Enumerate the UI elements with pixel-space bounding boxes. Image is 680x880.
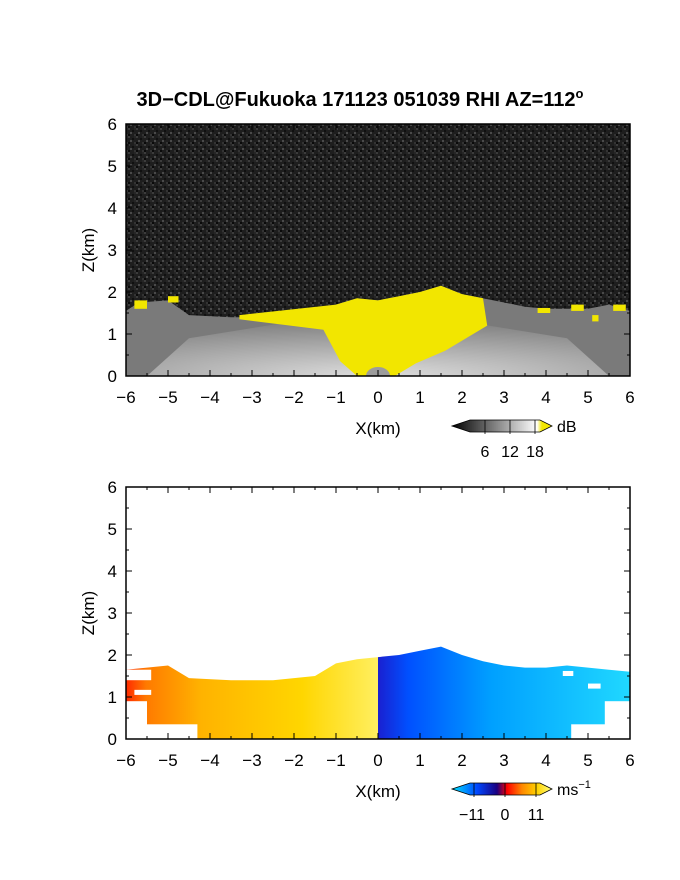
x-tick-labels: −6 −5 −4 −3 −2 −1 0 1 2 3 4 5 6 [116, 388, 634, 407]
chart-title: 3D−CDL@Fukuoka 171123 051039 RHI AZ=112o [137, 86, 584, 111]
x-tick-label: −5 [158, 388, 177, 407]
x-tick-label: 5 [583, 751, 592, 770]
x-tick-label: −4 [200, 388, 219, 407]
x-tick-label: 5 [583, 388, 592, 407]
saturated-patch [571, 304, 584, 311]
chart-title-superscript: o [576, 86, 584, 101]
saturated-patch [168, 296, 179, 303]
colorbar-tick-label: 11 [528, 807, 545, 824]
x-tick-label: −3 [242, 388, 261, 407]
x-tick-label: −3 [242, 751, 261, 770]
y-tick-label: 4 [108, 562, 117, 581]
x-tick-label: 3 [499, 388, 508, 407]
x-tick-label: −1 [326, 751, 345, 770]
y-tick-labels: 0 1 2 3 4 5 6 [108, 115, 117, 386]
x-axis-label: X(km) [355, 782, 400, 801]
saturated-patch [592, 315, 599, 322]
receding-velocity-region [378, 646, 630, 739]
x-tick-label: −4 [200, 751, 219, 770]
x-tick-label: −2 [284, 751, 303, 770]
y-tick-label: 2 [108, 646, 117, 665]
x-tick-label: −6 [116, 751, 135, 770]
colorbar-tick-label: 18 [526, 444, 544, 461]
x-tick-label: 6 [625, 751, 634, 770]
x-tick-label: 4 [541, 751, 550, 770]
colorbar-unit: ms−1 [557, 779, 591, 799]
x-tick-label: −6 [116, 388, 135, 407]
y-axis-label: Z(km) [79, 228, 98, 272]
colorbar-unit: dB [557, 419, 577, 436]
plot-area [126, 124, 630, 376]
colorbar-tick-label: 12 [501, 444, 519, 461]
x-tick-label: 1 [415, 751, 424, 770]
y-tick-label: 3 [108, 241, 117, 260]
y-tick-label: 6 [108, 478, 117, 497]
data-gap [134, 689, 152, 695]
x-tick-label: 6 [625, 388, 634, 407]
y-tick-label: 2 [108, 283, 117, 302]
y-tick-label: 0 [108, 367, 117, 386]
x-tick-label: 3 [499, 751, 508, 770]
data-gap [562, 670, 574, 676]
saturated-patch [134, 300, 147, 309]
data-gap [588, 683, 601, 689]
x-axis-label: X(km) [355, 419, 400, 438]
y-tick-label: 1 [108, 688, 117, 707]
colorbar-tickmarks [473, 783, 537, 797]
saturated-patch [537, 307, 551, 313]
ticks [125, 123, 631, 377]
saturated-patch [613, 304, 626, 311]
x-tick-label: 2 [457, 751, 466, 770]
y-tick-label: 5 [108, 157, 117, 176]
approaching-velocity-region [126, 657, 378, 739]
y-axis-label: Z(km) [79, 591, 98, 635]
colorbar-gradient [450, 419, 553, 433]
y-tick-label: 4 [108, 199, 117, 218]
data-gap [126, 669, 152, 681]
data-gap [571, 724, 614, 739]
colorbar-gradient [450, 782, 553, 796]
y-tick-label: 6 [108, 115, 117, 134]
colorbar-tick-label: −11 [459, 807, 485, 824]
colorbar: dB 6 12 18 [450, 419, 577, 461]
data-gap [147, 724, 198, 739]
saturated-patches [134, 296, 626, 322]
saturated-region [239, 285, 488, 376]
colorbar-tick-label: 0 [501, 807, 510, 824]
colorbar-tickmarks [484, 420, 536, 434]
x-tick-label: 2 [457, 388, 466, 407]
y-tick-labels: 0 1 2 3 4 5 6 [108, 478, 117, 749]
colorbar-unit-exponent: −1 [578, 779, 591, 791]
x-tick-label: −2 [284, 388, 303, 407]
y-tick-label: 3 [108, 604, 117, 623]
x-tick-label: 4 [541, 388, 550, 407]
data-gap [126, 701, 147, 739]
plot-area [126, 487, 630, 739]
colorbar-unit-base: ms [557, 782, 578, 799]
x-tick-labels: −6 −5 −4 −3 −2 −1 0 1 2 3 4 5 6 [116, 751, 634, 770]
ticks [125, 486, 631, 740]
x-tick-label: −1 [326, 388, 345, 407]
y-tick-label: 0 [108, 730, 117, 749]
x-tick-label: 1 [415, 388, 424, 407]
y-tick-label: 1 [108, 325, 117, 344]
x-tick-label: 0 [373, 388, 382, 407]
x-tick-label: 0 [373, 751, 382, 770]
x-tick-label: −5 [158, 751, 177, 770]
data-gaps [126, 669, 630, 739]
colorbar-tick-label: 6 [481, 444, 490, 461]
colorbar: ms−1 −11 0 11 [450, 779, 591, 824]
y-tick-label: 5 [108, 520, 117, 539]
